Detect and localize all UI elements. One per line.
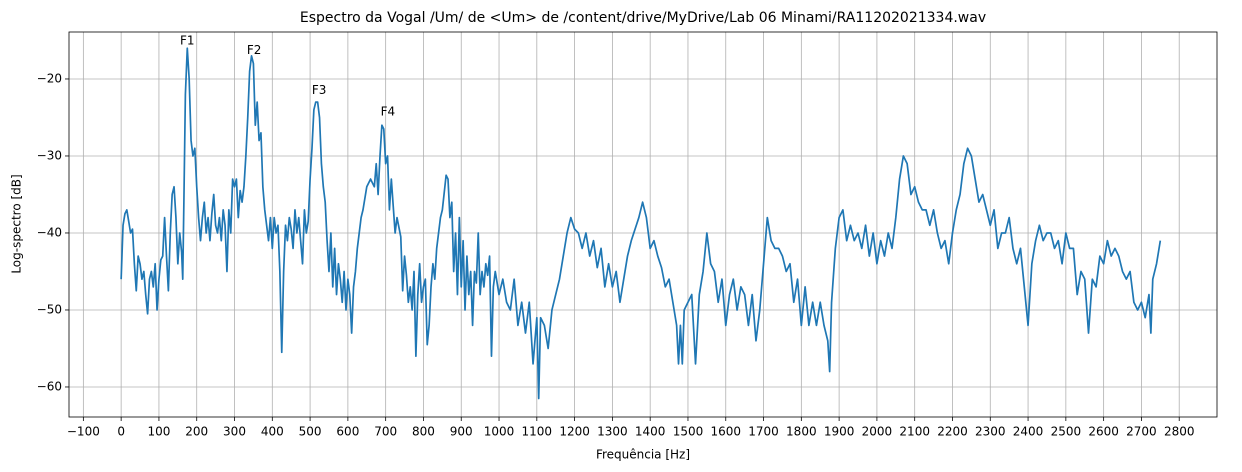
annotation: F1	[180, 34, 195, 48]
x-tick-label: 1600	[710, 425, 741, 439]
x-tick-label: 2300	[975, 425, 1006, 439]
x-tick-label: 400	[261, 425, 284, 439]
y-axis-label: Log-spectro [dB]	[10, 174, 24, 273]
x-tick-label: 1300	[597, 425, 628, 439]
spectrum-line	[120, 47, 1162, 400]
annotation: F3	[312, 83, 327, 97]
x-axis-label: Frequência [Hz]	[596, 448, 690, 462]
annotation: F2	[247, 43, 262, 57]
plot-frame	[68, 31, 1218, 418]
x-tick-label: 700	[374, 425, 397, 439]
chart-title: Espectro da Vogal /Um/ de <Um> de /conte…	[300, 10, 986, 26]
x-tick-label: −100	[67, 425, 100, 439]
x-tick-label: 2600	[1088, 425, 1119, 439]
x-tick-label: 2000	[862, 425, 893, 439]
x-tick-label: 2500	[1051, 425, 1082, 439]
x-tick-label: 300	[223, 425, 246, 439]
y-tick-label: −60	[37, 379, 62, 393]
x-tick-label: 1000	[484, 425, 515, 439]
x-tick-label: 1200	[559, 425, 590, 439]
x-tick-label: 1100	[522, 425, 553, 439]
x-tick-label: 1900	[824, 425, 855, 439]
x-tick-label: 2700	[1126, 425, 1157, 439]
y-tick-label: −20	[37, 71, 62, 85]
x-tick-label: 0	[117, 425, 125, 439]
y-tick-label: −30	[37, 148, 62, 162]
x-tick-label: 1400	[635, 425, 666, 439]
x-tick-label: 2100	[899, 425, 930, 439]
y-tick-label: −40	[37, 225, 62, 239]
y-tick-label: −50	[37, 302, 62, 316]
x-tick-label: 2200	[937, 425, 968, 439]
x-tick-label: 1500	[673, 425, 704, 439]
x-tick-label: 2800	[1164, 425, 1195, 439]
x-tick-label: 2400	[1013, 425, 1044, 439]
x-tick-label: 100	[147, 425, 170, 439]
x-tick-label: 800	[412, 425, 435, 439]
annotation: F4	[381, 105, 396, 119]
x-tick-label: 1700	[748, 425, 779, 439]
x-tick-label: 1800	[786, 425, 817, 439]
x-tick-label: 600	[336, 425, 359, 439]
x-tick-label: 900	[450, 425, 473, 439]
x-tick-label: 200	[185, 425, 208, 439]
x-tick-label: 500	[299, 425, 322, 439]
